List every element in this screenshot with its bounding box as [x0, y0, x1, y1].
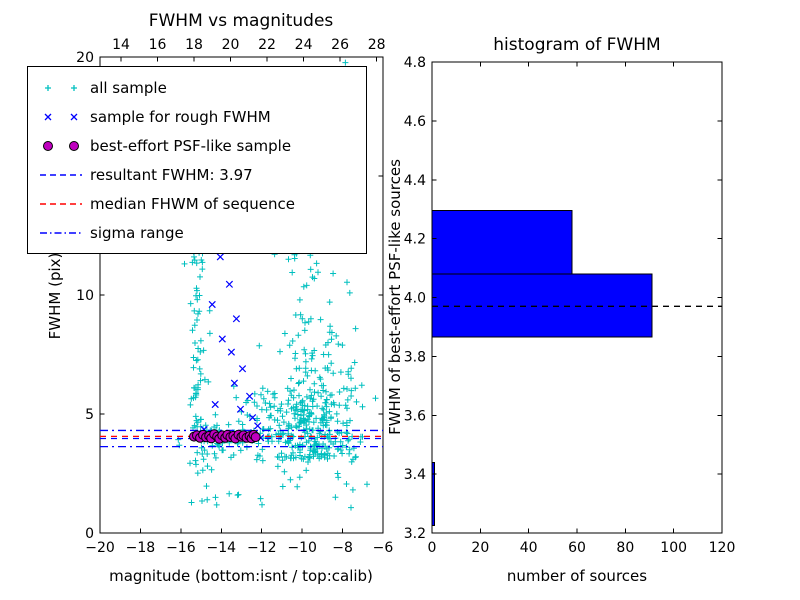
histogram-bar [432, 210, 573, 275]
fwhm-reference-lines [100, 429, 383, 448]
legend-item: all sample [32, 73, 362, 102]
left-xtick-label: −20 [85, 540, 115, 556]
legend: all sample sample for rough FWHM best-effo… [27, 66, 367, 254]
dashed-line-marker-icon [32, 194, 90, 214]
histogram-bar [432, 461, 435, 527]
legend-item: resultant FWHM: 3.97 [32, 160, 362, 189]
left-xtick-label: −18 [126, 540, 156, 556]
psf-sample-points [189, 429, 261, 444]
left-xtick-label: −16 [166, 540, 196, 556]
right-xtick-label: 0 [428, 540, 437, 556]
right-plot: histogram of FWHM number of sources FWHM… [386, 35, 735, 585]
x-marker-icon [32, 107, 90, 127]
right-xtick-label: 40 [520, 540, 538, 556]
right-ytick-label: 3.4 [404, 467, 426, 483]
right-xtick-label: 20 [471, 540, 489, 556]
right-ytick-label: 4.2 [404, 232, 426, 248]
legend-label: best-effort PSF-like sample [90, 136, 292, 155]
legend-label: all sample [90, 78, 167, 97]
right-xtick-label: 120 [709, 540, 736, 556]
legend-item: sample for rough FWHM [32, 102, 362, 131]
left-top-xtick-label: 18 [185, 37, 203, 53]
right-ytick-label: 4.4 [404, 173, 426, 189]
dashdot-line-marker-icon [32, 223, 90, 243]
left-xtick-label: −12 [247, 540, 277, 556]
left-xaxis-label: magnitude (bottom:isnt / top:calib) [109, 567, 373, 585]
left-top-xtick-label: 14 [112, 37, 130, 53]
left-xtick-label: −6 [373, 540, 394, 556]
right-xtick-label: 60 [568, 540, 586, 556]
legend-item: median FHWM of sequence [32, 189, 362, 218]
right-ytick-label: 3.8 [404, 349, 426, 365]
left-top-xtick-label: 22 [258, 37, 276, 53]
left-top-xtick-label: 16 [149, 37, 167, 53]
right-xtick-label: 100 [660, 540, 687, 556]
left-xtick-label: −14 [207, 540, 237, 556]
left-top-xtick-label: 28 [368, 37, 386, 53]
rough-fwhm-points [194, 253, 265, 442]
right-ticks: 0 20 40 60 80 100 120 3.2 3.4 3.6 3.8 4.0 4.2 4.4 4.6 4… [404, 55, 736, 556]
right-plot-title: histogram of FWHM [493, 35, 660, 55]
left-ytick-label: 10 [76, 288, 94, 304]
left-ytick-label: 0 [85, 526, 94, 542]
right-ytick-label: 4.6 [404, 114, 426, 130]
right-ytick-label: 3.6 [404, 408, 426, 424]
left-xtick-label: −8 [332, 540, 353, 556]
legend-label: sigma range [90, 223, 184, 242]
histogram-bars [432, 210, 653, 527]
right-xaxis-label: number of sources [507, 567, 647, 585]
legend-item: sigma range [32, 218, 362, 247]
dashed-line-marker-icon [32, 165, 90, 185]
psf-sample-point [250, 432, 261, 443]
legend-label: sample for rough FWHM [90, 107, 271, 126]
left-plot-title: FWHM vs magnitudes [149, 11, 334, 31]
all-sample-points [175, 59, 379, 511]
left-ytick-label: 20 [76, 50, 94, 66]
circle-marker-icon [32, 136, 90, 156]
right-yaxis-label: FWHM of best-effort PSF-like sources [386, 159, 404, 435]
left-xtick-label: −10 [287, 540, 317, 556]
left-top-xtick-label: 24 [295, 37, 313, 53]
left-top-xtick-label: 20 [222, 37, 240, 53]
plus-marker-icon [32, 78, 90, 98]
right-xtick-label: 80 [616, 540, 634, 556]
legend-item: best-effort PSF-like sample [32, 131, 362, 160]
right-ytick-label: 4.8 [404, 55, 426, 71]
left-top-xtick-label: 26 [331, 37, 349, 53]
legend-label: median FHWM of sequence [90, 194, 295, 213]
right-ytick-label: 4.0 [404, 291, 426, 307]
left-ytick-label: 5 [85, 407, 94, 423]
right-ytick-label: 3.2 [404, 526, 426, 542]
histogram-bar [432, 273, 653, 338]
left-scatter-series [175, 59, 379, 511]
legend-label: resultant FWHM: 3.97 [90, 165, 253, 184]
left-yaxis-label: FWHM (pix) [46, 253, 64, 340]
